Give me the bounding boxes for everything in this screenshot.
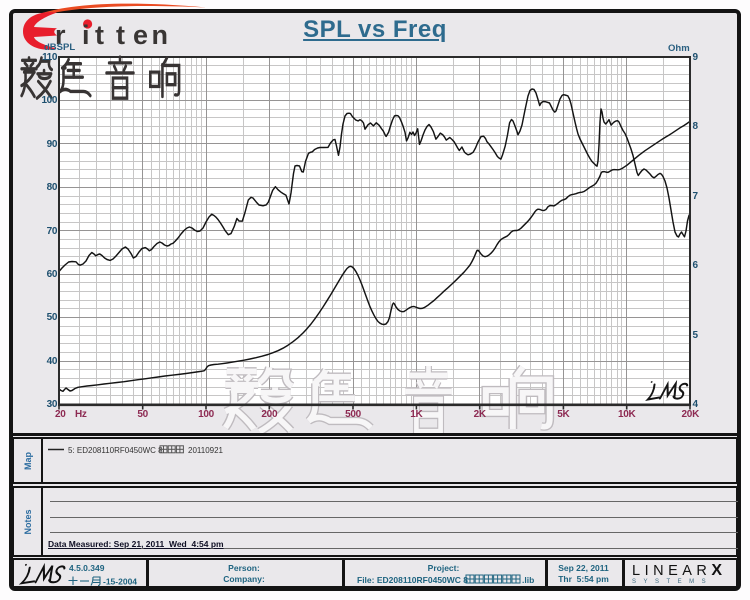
svg-text:-15-2004: -15-2004 <box>103 576 137 586</box>
svg-text:20110921: 20110921 <box>188 446 224 455</box>
svg-text:.lib: .lib <box>522 575 534 585</box>
svg-text:File: ED208110RF0450WC 8: File: ED208110RF0450WC 8 <box>357 575 468 585</box>
svg-text:5: ED208110RF0450WC 8: 5: ED208110RF0450WC 8 <box>68 446 163 455</box>
